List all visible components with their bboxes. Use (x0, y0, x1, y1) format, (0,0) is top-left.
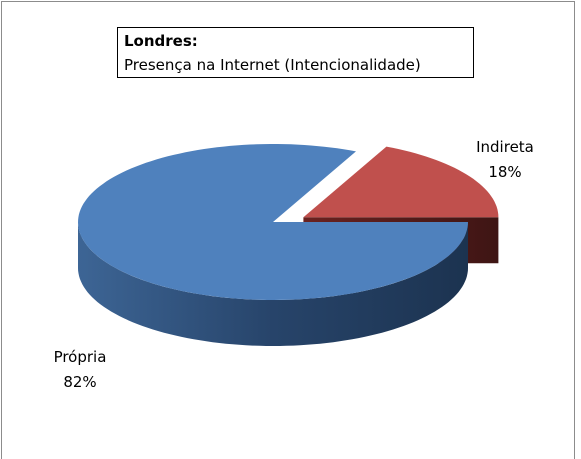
chart-subtitle: Presença na Internet (Intencionalidade) (124, 56, 421, 74)
slice-side (78, 222, 468, 346)
slice (78, 144, 468, 300)
slice-value-label: 18% (488, 163, 521, 181)
slice-label: Própria (54, 348, 107, 366)
title-box (117, 27, 474, 78)
slice (303, 146, 499, 218)
slice-label: Indireta (476, 138, 534, 156)
chart-title: Londres: (124, 32, 198, 50)
pie (78, 144, 499, 346)
slice-value-label: 82% (63, 373, 96, 391)
